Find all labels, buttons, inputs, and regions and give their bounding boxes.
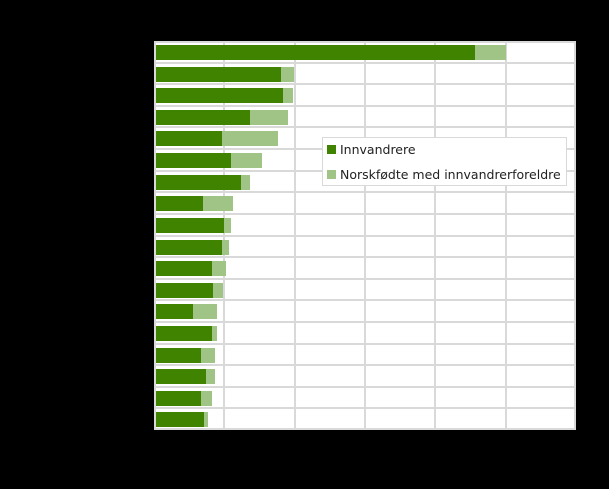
bar-segment-norskfodte [203,412,209,428]
horizontal-gridline [154,191,576,194]
bar-segment-innvandrere [154,239,222,255]
bar-segment-norskfodte [213,282,223,298]
bar-row [154,131,576,147]
bar-row [154,153,576,169]
horizontal-gridline [154,277,576,280]
bar-segment-norskfodte [193,304,218,320]
bar-segment-norskfodte [206,369,216,385]
horizontal-gridline [154,407,576,410]
horizontal-gridline [154,61,576,64]
legend-label-norskfodte: Norskfødte med innvandrerforeldre [340,167,561,182]
bar-segment-innvandrere [154,390,202,406]
bar-row [154,282,576,298]
bar-row [154,196,576,212]
bar-segment-innvandrere [154,412,204,428]
bar-row [154,217,576,233]
bar-segment-innvandrere [154,282,214,298]
bar-row [154,88,576,104]
bar-segment-norskfodte [231,153,263,169]
bar-segment-norskfodte [221,131,279,147]
bar-segment-norskfodte [224,217,232,233]
bar-segment-innvandrere [154,217,225,233]
bar-row [154,66,576,82]
bar-segment-norskfodte [280,66,294,82]
bar-segment-innvandrere [154,153,232,169]
bar-segment-innvandrere [154,45,475,60]
bar-segment-innvandrere [154,325,213,341]
horizontal-gridline [154,364,576,367]
bar-row [154,304,576,320]
bar-row [154,325,576,341]
bar-row [154,412,576,428]
bar-row [154,369,576,385]
bar-segment-innvandrere [154,88,284,104]
horizontal-gridline [154,83,576,86]
bar-segment-norskfodte [212,261,227,277]
bar-segment-innvandrere [154,347,202,363]
bar-segment-norskfodte [221,239,230,255]
horizontal-gridline [154,126,576,129]
bar-row [154,261,576,277]
horizontal-gridline [154,234,576,237]
horizontal-gridline [154,342,576,345]
bar-row [154,390,576,406]
legend: Innvandrere Norskfødte med innvandrerfor… [322,137,567,186]
bar-segment-norskfodte [250,109,288,125]
legend-item-norskfodte: Norskfødte med innvandrerforeldre [327,167,561,182]
bar-segment-innvandrere [154,196,203,212]
horizontal-gridline [154,299,576,302]
legend-swatch-innvandrere [327,145,336,154]
bar-row [154,45,576,60]
horizontal-gridline [154,385,576,388]
horizontal-gridline [154,104,576,107]
bar-segment-innvandrere [154,109,251,125]
bar-row [154,239,576,255]
bar-segment-norskfodte [212,325,217,341]
bar-segment-norskfodte [283,88,293,104]
bar-segment-innvandrere [154,174,241,190]
legend-item-innvandrere: Innvandrere [327,142,416,157]
bar-segment-norskfodte [201,390,213,406]
bar-segment-innvandrere [154,369,207,385]
bar-segment-innvandrere [154,66,281,82]
bar-row [154,347,576,363]
bar-segment-norskfodte [474,45,506,60]
horizontal-gridline [154,320,576,323]
bar-row [154,109,576,125]
bar-row [154,174,576,190]
plot-area [154,41,576,430]
horizontal-gridline [154,256,576,259]
bar-segment-norskfodte [201,347,216,363]
bar-segment-norskfodte [240,174,251,190]
bar-segment-innvandrere [154,304,194,320]
legend-swatch-norskfodte [327,170,336,179]
horizontal-gridline [154,212,576,215]
legend-label-innvandrere: Innvandrere [340,142,416,157]
bar-segment-innvandrere [154,131,222,147]
bar-segment-norskfodte [202,196,233,212]
bar-segment-innvandrere [154,261,213,277]
